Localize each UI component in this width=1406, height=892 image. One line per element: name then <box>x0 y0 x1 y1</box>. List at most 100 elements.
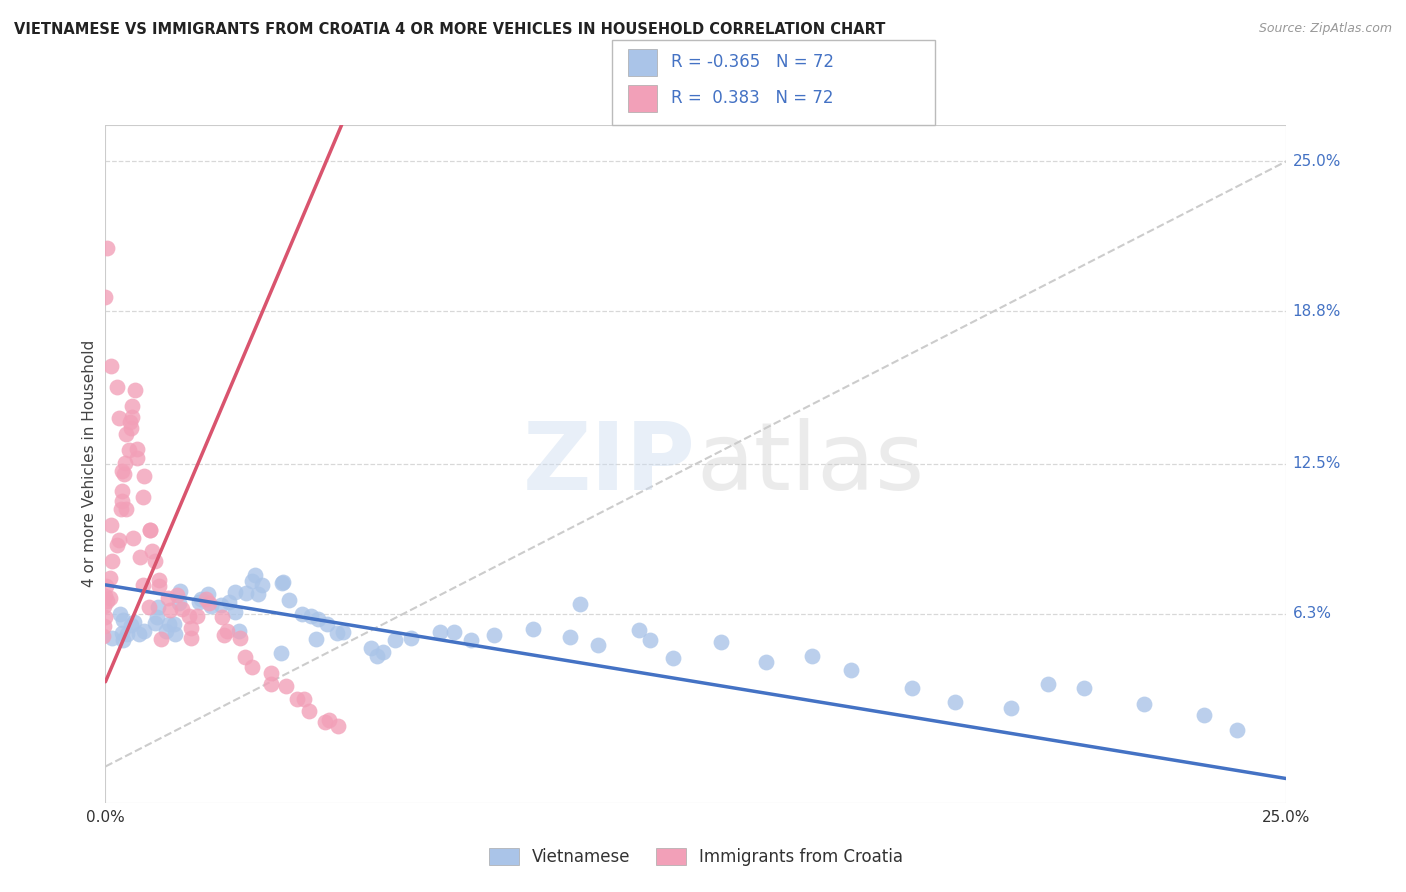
Point <box>122 615 145 630</box>
Point <box>250 578 273 592</box>
Point <box>301 609 323 624</box>
Point <box>247 587 270 601</box>
Point <box>200 599 222 614</box>
Point <box>228 624 250 638</box>
Point <box>131 578 153 592</box>
Point <box>188 595 211 609</box>
Point <box>148 579 170 593</box>
Point <box>190 591 212 606</box>
Point <box>120 618 142 632</box>
Point <box>121 399 143 413</box>
Point <box>115 627 138 641</box>
Point <box>148 573 170 587</box>
Point <box>429 625 451 640</box>
Text: 18.8%: 18.8% <box>1292 304 1341 318</box>
Point <box>170 602 193 616</box>
Point <box>235 586 257 600</box>
Point <box>96 593 118 607</box>
Point <box>229 632 252 646</box>
Point <box>197 596 219 610</box>
Point <box>195 591 218 606</box>
Point <box>285 691 308 706</box>
Point <box>271 574 294 589</box>
Point <box>157 617 180 632</box>
Point <box>360 640 382 655</box>
Point <box>121 410 143 425</box>
Point <box>108 533 131 547</box>
Point <box>143 554 166 568</box>
Point <box>1192 707 1215 722</box>
Point <box>143 615 166 630</box>
Point <box>94 589 117 603</box>
Point <box>128 627 150 641</box>
Point <box>800 648 823 663</box>
Point <box>271 576 294 591</box>
Point <box>522 622 544 636</box>
Point <box>129 549 152 564</box>
Point <box>124 383 146 397</box>
Point <box>291 607 314 621</box>
Point <box>326 625 349 640</box>
Point <box>568 597 591 611</box>
Point <box>180 621 202 635</box>
Point <box>1036 677 1059 691</box>
Text: 25.0%: 25.0% <box>1292 153 1341 169</box>
Point <box>139 523 162 537</box>
Point <box>93 619 115 633</box>
Point <box>240 574 263 589</box>
Point <box>120 415 142 429</box>
Point <box>110 501 132 516</box>
Text: R = -0.365   N = 72: R = -0.365 N = 72 <box>671 54 834 71</box>
Point <box>132 490 155 504</box>
Point <box>165 627 187 641</box>
Point <box>159 603 181 617</box>
Point <box>1073 681 1095 695</box>
Point <box>197 587 219 601</box>
Point <box>125 450 148 465</box>
Point <box>98 571 121 585</box>
Point <box>586 638 609 652</box>
Point <box>120 421 142 435</box>
Point <box>108 607 131 621</box>
Text: VIETNAMESE VS IMMIGRANTS FROM CROATIA 4 OR MORE VEHICLES IN HOUSEHOLD CORRELATIO: VIETNAMESE VS IMMIGRANTS FROM CROATIA 4 … <box>14 22 886 37</box>
Point <box>105 380 128 394</box>
Point <box>560 630 582 644</box>
Text: R =  0.383   N = 72: R = 0.383 N = 72 <box>671 89 834 107</box>
Point <box>180 631 202 645</box>
Point <box>627 624 650 638</box>
Point <box>98 591 121 605</box>
Point <box>169 583 191 598</box>
Point <box>1000 700 1022 714</box>
Point <box>240 660 263 674</box>
Point <box>209 599 232 613</box>
Point <box>1133 697 1156 711</box>
Point <box>662 651 685 665</box>
Point <box>260 665 283 680</box>
Point <box>218 595 240 609</box>
Point <box>94 610 117 624</box>
Point <box>91 629 114 643</box>
Point <box>134 624 156 638</box>
Point <box>132 468 155 483</box>
Point <box>157 591 180 606</box>
Point <box>115 501 138 516</box>
Point <box>118 442 141 457</box>
Point <box>111 483 134 498</box>
Point <box>298 704 321 718</box>
Text: Source: ZipAtlas.com: Source: ZipAtlas.com <box>1258 22 1392 36</box>
Point <box>100 517 122 532</box>
Point <box>166 588 188 602</box>
Point <box>243 568 266 582</box>
Point <box>484 628 506 642</box>
Text: 6.3%: 6.3% <box>1292 607 1331 622</box>
Point <box>100 359 122 373</box>
Point <box>114 456 136 470</box>
Point <box>177 609 200 624</box>
Point <box>100 632 122 646</box>
Point <box>138 599 160 614</box>
Text: 12.5%: 12.5% <box>1292 457 1341 471</box>
Point <box>101 553 124 567</box>
Point <box>901 681 924 695</box>
Y-axis label: 4 or more Vehicles in Household: 4 or more Vehicles in Household <box>82 340 97 588</box>
Point <box>111 464 134 478</box>
